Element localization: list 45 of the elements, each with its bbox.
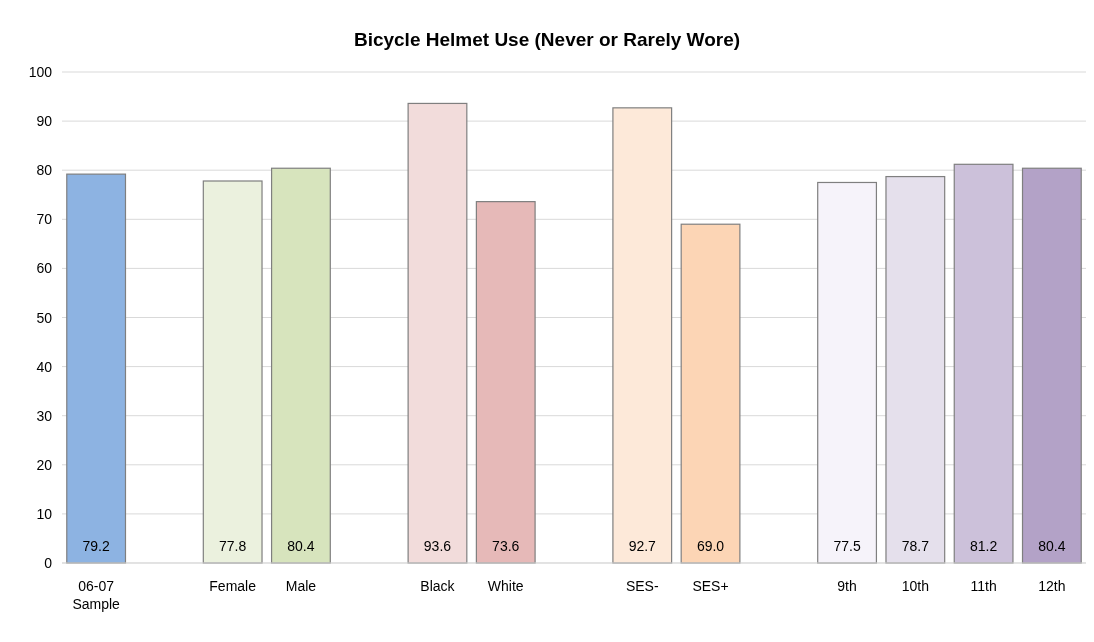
y-tick-label: 10 (36, 505, 53, 522)
x-tick-label: 12th (1038, 578, 1066, 594)
bar (817, 181, 878, 564)
x-tick-label: Male (285, 578, 317, 594)
data-label: 81.2 (969, 538, 998, 554)
bar (953, 163, 1014, 564)
y-tick-label: 80 (36, 162, 53, 179)
x-tick-label: Black (420, 578, 456, 594)
bar (885, 175, 946, 564)
bar (202, 180, 263, 564)
y-tick-label: 70 (36, 211, 53, 228)
data-label: 80.4 (287, 538, 315, 554)
data-label: 79.2 (82, 538, 110, 554)
x-tick-label: 9th (837, 578, 857, 594)
x-tick-label: SES+ (692, 578, 729, 594)
data-label: 77.5 (833, 538, 861, 554)
bar (475, 201, 536, 564)
data-label: 80.4 (1038, 538, 1066, 554)
y-tick-label: 100 (28, 64, 53, 80)
x-tick-label: 11th (970, 578, 997, 594)
chart-title: Bicycle Helmet Use (Never or Rarely Wore) (353, 29, 741, 50)
bar (680, 223, 741, 564)
data-label: 93.6 (423, 538, 452, 554)
data-label: 78.7 (901, 538, 930, 554)
x-tick-label: Female (209, 578, 257, 594)
x-tick-label: White (487, 578, 524, 594)
y-tick-label: 50 (36, 309, 53, 326)
data-label: 77.8 (219, 538, 247, 554)
y-tick-label: 40 (36, 358, 53, 375)
x-tick-label: SES- (625, 578, 659, 594)
x-tick-label: 06-07 Sample (72, 578, 121, 612)
y-tick-label: 30 (36, 407, 53, 424)
data-label: 69.0 (696, 538, 725, 554)
data-label: 73.6 (492, 538, 520, 554)
bar (270, 167, 331, 564)
bar (66, 173, 127, 564)
y-tick-label: 60 (36, 260, 53, 277)
x-tick-label: 10th (901, 578, 929, 594)
y-tick-label: 90 (36, 113, 53, 130)
bar (407, 102, 468, 564)
y-tick-label: 20 (36, 456, 53, 473)
bar (1021, 167, 1082, 564)
bar (612, 107, 673, 564)
y-tick-label: 0 (44, 555, 53, 571)
data-label: 92.7 (628, 538, 657, 554)
